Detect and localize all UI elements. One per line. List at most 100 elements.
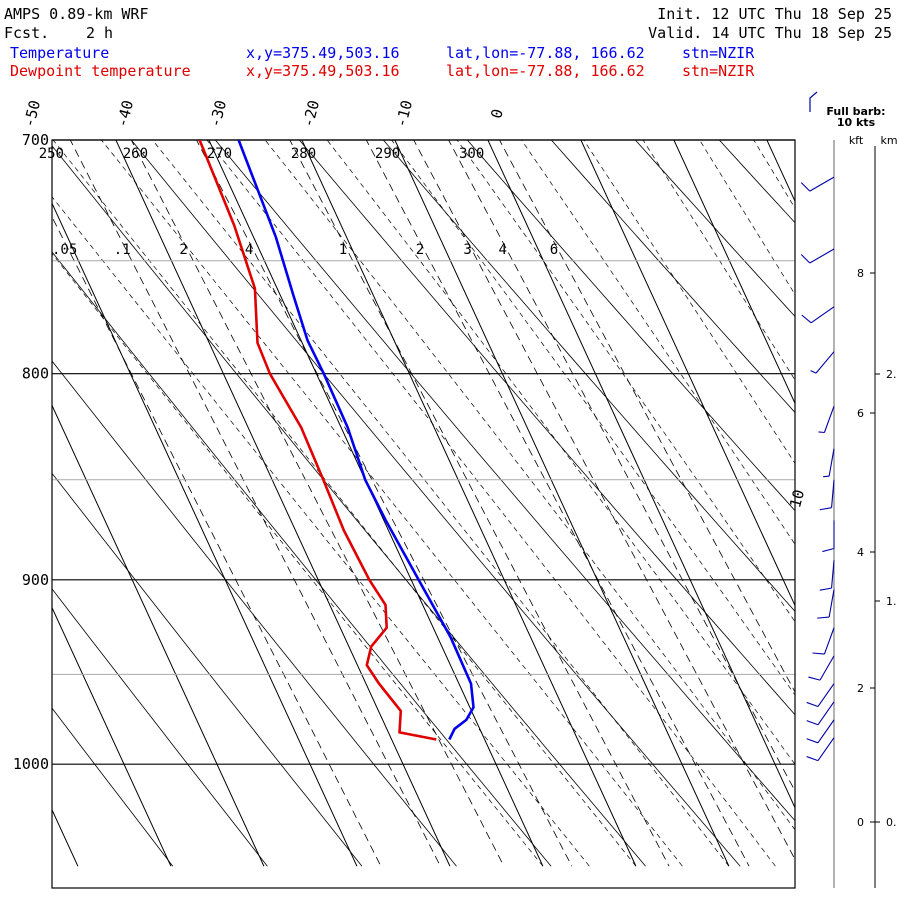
dry-adiabat-line	[52, 145, 646, 867]
theta-labels: 220230240250260270280290300	[39, 146, 485, 162]
isotherm-line	[115, 140, 451, 867]
wind-barb-staff	[809, 248, 835, 264]
dry-adiabat-line	[634, 140, 795, 318]
moist-adiabat-line	[699, 140, 795, 296]
pressure-label: 1000	[13, 755, 49, 773]
moist-adiabat-line	[264, 140, 795, 831]
theta-label: 300	[459, 146, 484, 162]
mixing-ratio-labels: .05 .1 2 4 1 2 3 4 6	[52, 242, 558, 258]
moist-adiabat-line	[52, 196, 590, 867]
sounding-profiles	[198, 140, 475, 741]
wind-barb-flag	[812, 652, 825, 655]
legend-temperature-xy: x,y=375.49,503.16	[246, 44, 400, 62]
wind-barb-flag	[808, 676, 821, 681]
km-tick-label: 0.	[886, 816, 897, 829]
mixing-ratio-label: .05	[52, 242, 77, 258]
moist-adiabat-line	[456, 140, 795, 623]
mixing-ratio-label: 2	[179, 242, 187, 258]
moist-adiabat-line	[583, 140, 795, 465]
moist-adiabat-line	[521, 140, 795, 545]
mixing-ratio-label: 2	[416, 242, 424, 258]
wind-barb-flag	[818, 431, 825, 434]
wind-barb-staff	[828, 589, 835, 618]
thermo-grid	[52, 115, 900, 867]
mixing-ratio-line	[499, 140, 795, 693]
isotherm-label: -40	[113, 98, 137, 129]
moist-adiabat-line	[391, 140, 795, 696]
wind-barb-staff	[810, 306, 835, 324]
mixing-ratio-line	[448, 140, 795, 792]
moist-adiabat-line	[753, 140, 795, 209]
valid-time: Valid. 14 UTC Thu 18 Sep 25	[648, 24, 892, 42]
wind-barb-staff	[828, 448, 835, 477]
mixing-ratio-label: 3	[463, 242, 471, 258]
wind-barb-flag	[801, 314, 812, 324]
wind-barb-staff	[817, 701, 835, 726]
wind-barb-flag	[823, 475, 830, 478]
isotherm-line	[52, 202, 358, 867]
isotherm-line	[301, 140, 637, 867]
theta-label: 270	[207, 146, 232, 162]
dry-adiabat-line	[52, 472, 363, 867]
wind-barb-flag	[806, 756, 819, 762]
moist-adiabat-line	[206, 140, 776, 867]
isotherm-label: 0	[487, 107, 507, 120]
pressure-label: 800	[22, 365, 49, 383]
wind-barb-staff	[823, 627, 835, 655]
dry-adiabat-line	[52, 251, 552, 867]
dry-adiabat-line	[130, 140, 741, 867]
wind-barb-staff	[817, 719, 835, 744]
init-time: Init. 12 UTC Thu 18 Sep 25	[657, 5, 892, 23]
pressure-labels: 700 800 900 1000	[13, 131, 49, 773]
wind-barb-flag	[800, 182, 811, 192]
dry-adiabat-line	[550, 140, 795, 414]
km-label: km	[880, 134, 897, 147]
dry-adiabat-line	[52, 588, 268, 867]
pressure-label: 700	[22, 131, 49, 149]
wind-barb-flag	[819, 507, 832, 511]
isotherm-label: -10	[392, 98, 416, 129]
wind-barb-staff	[831, 479, 835, 508]
moist-adiabat-line	[152, 140, 730, 867]
kft-tick-label: 4	[857, 546, 864, 559]
legend-dewpoint-latlon: lat,lon=-77.88, 166.62	[446, 62, 645, 80]
isotherm-line	[52, 606, 172, 867]
isotherm-label: -30	[206, 98, 230, 129]
dry-adiabat-line	[52, 360, 457, 867]
mixing-ratio-label: 1	[339, 242, 347, 258]
wind-barb-staff	[809, 176, 835, 192]
legend-dewpoint-xy: x,y=375.49,503.16	[246, 62, 400, 80]
mixing-ratio-line	[130, 140, 505, 867]
wind-barb-flag	[800, 254, 811, 264]
isotherm-line	[673, 140, 795, 405]
height-axis: kft km 0 2 4 6 8 0. 1. 2.	[849, 134, 898, 888]
mixing-ratio-line	[52, 216, 382, 867]
wind-barb-flag	[819, 587, 832, 591]
legend-temperature-name: Temperature	[10, 44, 110, 62]
model-title: AMPS 0.89-km WRF	[4, 5, 149, 23]
dewpoint-temperature-profile	[198, 140, 437, 741]
barb-key: Full barb: 10 kts	[809, 91, 886, 129]
dry-adiabat-line	[52, 707, 174, 867]
mixing-ratio-label: 6	[550, 242, 558, 258]
wind-barb-flag	[806, 701, 819, 708]
dry-adiabat-line	[298, 140, 795, 716]
isotherm-line	[580, 140, 795, 607]
kft-tick-label: 6	[857, 407, 864, 420]
isotherm-label: -20	[299, 98, 323, 129]
wind-barb-staff	[817, 737, 835, 761]
wind-barb-flag	[817, 616, 830, 619]
wind-barb-staff	[819, 655, 835, 681]
mixing-ratio-line	[365, 140, 750, 867]
isotherm-label: 10	[786, 488, 808, 510]
legend-dewpoint-name: Dewpoint temperature	[10, 62, 191, 80]
kft-label: kft	[849, 134, 864, 147]
wind-barb-flag	[806, 738, 819, 744]
forecast-hours: 2 h	[86, 24, 114, 42]
kft-tick-label: 0	[857, 816, 864, 829]
isotherm-line	[848, 115, 900, 866]
legend-temperature-latlon: lat,lon=-77.88, 166.62	[446, 44, 645, 62]
plot-frame	[51, 139, 796, 889]
